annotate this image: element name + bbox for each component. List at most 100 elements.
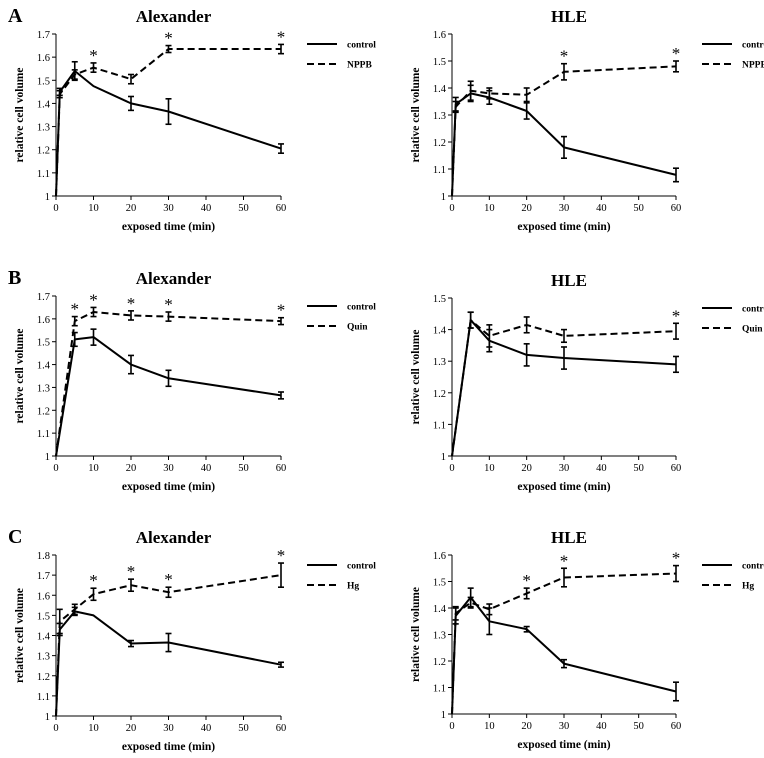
chart-6-x-tick-label: 0 (449, 721, 454, 732)
chart-6-y-tick-label: 1 (441, 710, 446, 721)
chart-6-x-tick-label: 40 (596, 721, 607, 732)
chart-6-y-tick-label: 1.5 (433, 578, 446, 589)
chart-2-x-tick-label: 20 (521, 203, 532, 214)
chart-4-legend-label-quin: Quin (742, 325, 763, 335)
chart-1-x-tick-label: 0 (53, 203, 58, 214)
chart-5-significance-star: * (89, 571, 98, 590)
chart-1-y-tick-label: 1.2 (37, 146, 50, 157)
chart-5-y-tick-label: 1.2 (37, 672, 50, 683)
chart-3-y-tick-label: 1.1 (37, 429, 50, 440)
chart-6-x-tick-label: 30 (559, 721, 570, 732)
chart-5-series-control-line (55, 610, 282, 717)
chart-3-x-tick-label: 60 (276, 463, 287, 474)
chart-1-y-tick-label: 1 (45, 192, 50, 203)
chart-3-series-quin-line (55, 311, 282, 457)
chart-5-x-tick-label: 10 (88, 723, 99, 734)
chart-3-y-tick-label: 1.2 (37, 406, 50, 417)
chart-6-y-tick-label: 1.3 (433, 631, 446, 642)
chart-3-legend-label-quin: Quin (347, 323, 368, 333)
chart-1-x-tick-label: 20 (126, 203, 137, 214)
chart-4-y-tick-label: 1.5 (433, 294, 446, 305)
chart-2-x-tick-label: 0 (449, 203, 454, 214)
chart-4-y-tick-label: 1.4 (433, 326, 447, 337)
chart-5-y-tick-label: 1.6 (37, 591, 50, 602)
chart-6-series-control-line (451, 596, 677, 715)
chart-1-x-tick-label: 60 (276, 203, 287, 214)
chart-6-x-tick-label: 50 (633, 721, 644, 732)
chart-5-y-axis-label: relative cell volume (14, 588, 26, 683)
chart-1-significance-star: * (89, 46, 98, 65)
chart-4-y-axis-label: relative cell volume (410, 330, 422, 425)
chart-1-y-tick-label: 1.4 (37, 99, 51, 110)
chart-4-x-tick-label: 0 (449, 463, 454, 474)
chart-3-legend-label-control: control (347, 303, 376, 313)
chart-5-x-tick-label: 30 (163, 723, 174, 734)
chart-1-x-tick-label: 50 (238, 203, 249, 214)
chart-4-significance-star: * (672, 306, 681, 325)
chart-2-y-tick-label: 1 (441, 192, 446, 203)
chart-4-x-tick-label: 50 (633, 463, 644, 474)
chart-5-panel-letter: C (8, 526, 22, 548)
chart-1-series-control-line (55, 70, 282, 197)
chart-5-y-tick-label: 1.1 (37, 692, 50, 703)
chart-4-x-tick-label: 30 (559, 463, 570, 474)
chart-2-y-tick-label: 1.1 (433, 165, 446, 176)
chart-2-x-tick-label: 40 (596, 203, 607, 214)
chart-2-y-tick-label: 1.2 (433, 138, 446, 149)
chart-3-y-tick-label: 1.3 (37, 383, 50, 394)
chart-3-significance-star: * (277, 301, 286, 320)
chart-5-y-tick-label: 1.3 (37, 652, 50, 663)
chart-4-x-tick-label: 10 (484, 463, 495, 474)
chart-5-y-tick-label: 1.5 (37, 611, 50, 622)
chart-5-x-tick-label: 40 (201, 723, 212, 734)
chart-1-significance-star: * (164, 29, 173, 48)
chart-3-x-tick-label: 30 (163, 463, 174, 474)
chart-6-y-tick-label: 1.6 (433, 551, 446, 562)
chart-6-legend-label-hg: Hg (742, 582, 754, 592)
chart-3-x-tick-label: 0 (53, 463, 58, 474)
chart-3-x-tick-label: 50 (238, 463, 249, 474)
chart-6-x-tick-label: 10 (484, 721, 495, 732)
chart-3-x-axis-label: exposed time (min) (122, 481, 215, 493)
chart-5-x-tick-label: 50 (238, 723, 249, 734)
chart-1-x-tick-label: 10 (88, 203, 99, 214)
chart-1-y-tick-label: 1.3 (37, 123, 50, 134)
chart-3-y-tick-label: 1.7 (37, 292, 50, 303)
chart-1-legend-label-control: control (347, 41, 376, 51)
chart-4-legend-label-control: control (742, 305, 764, 315)
chart-1-y-tick-label: 1.1 (37, 169, 50, 180)
chart-3-significance-star: * (89, 290, 98, 309)
chart-6-y-axis-label: relative cell volume (410, 587, 422, 682)
chart-3-y-tick-label: 1.4 (37, 361, 51, 372)
chart-6-series-hg-line (451, 572, 677, 715)
chart-2-y-axis-label: relative cell volume (410, 68, 422, 163)
chart-4-y-tick-label: 1.1 (433, 420, 446, 431)
chart-6-y-tick-label: 1.2 (433, 657, 446, 668)
chart-5-y-tick-label: 1.7 (37, 571, 50, 582)
chart-6-x-tick-label: 60 (671, 721, 682, 732)
chart-5-significance-star: * (164, 570, 173, 589)
chart-3-y-axis-label: relative cell volume (14, 329, 26, 424)
chart-5-y-tick-label: 1 (45, 712, 50, 723)
chart-5-y-tick-label: 1.4 (37, 632, 51, 643)
chart-1-x-axis-label: exposed time (min) (122, 221, 215, 233)
chart-5-x-tick-label: 60 (276, 723, 287, 734)
chart-3-x-tick-label: 20 (126, 463, 137, 474)
chart-6-significance-star: * (560, 551, 569, 570)
chart-3-panel-letter: B (8, 267, 21, 289)
chart-3-y-tick-label: 1.6 (37, 315, 50, 326)
chart-2-x-axis-label: exposed time (min) (517, 221, 610, 233)
chart-6-significance-star: * (672, 549, 681, 568)
chart-5-title: Alexander (136, 528, 212, 547)
chart-3-x-tick-label: 40 (201, 463, 212, 474)
chart-3-significance-star: * (164, 295, 173, 314)
chart-2-legend-label-nppb: NPPB (742, 61, 764, 71)
chart-2-y-tick-label: 1.3 (433, 111, 446, 122)
chart-1-y-tick-label: 1.7 (37, 30, 50, 41)
chart-4-x-tick-label: 60 (671, 463, 682, 474)
chart-3-x-tick-label: 10 (88, 463, 99, 474)
chart-2-series-nppb-line (451, 65, 677, 197)
chart-4-y-tick-label: 1 (441, 452, 446, 463)
chart-4-title: HLE (551, 271, 587, 290)
chart-2-y-tick-label: 1.5 (433, 57, 446, 68)
